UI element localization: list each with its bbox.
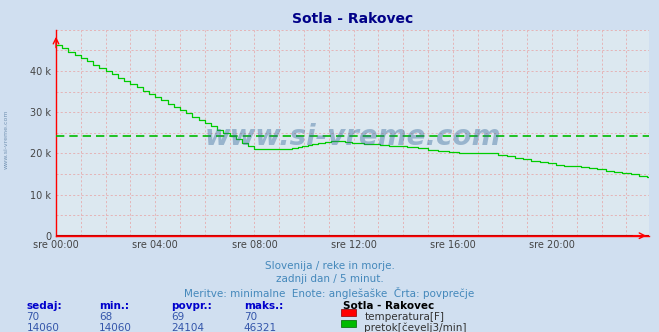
Text: 70: 70 — [244, 312, 257, 322]
Text: 70: 70 — [26, 312, 40, 322]
Text: zadnji dan / 5 minut.: zadnji dan / 5 minut. — [275, 274, 384, 284]
Text: 68: 68 — [99, 312, 112, 322]
Text: Meritve: minimalne  Enote: anglešaške  Črta: povprečje: Meritve: minimalne Enote: anglešaške Črt… — [185, 287, 474, 299]
Text: 14060: 14060 — [99, 323, 132, 332]
Text: www.si-vreme.com: www.si-vreme.com — [204, 123, 501, 151]
Text: maks.:: maks.: — [244, 301, 283, 311]
Text: min.:: min.: — [99, 301, 129, 311]
Text: temperatura[F]: temperatura[F] — [364, 312, 444, 322]
Text: pretok[čevelj3/min]: pretok[čevelj3/min] — [364, 323, 467, 332]
Text: 46321: 46321 — [244, 323, 277, 332]
Text: 14060: 14060 — [26, 323, 59, 332]
Text: www.si-vreme.com: www.si-vreme.com — [3, 110, 9, 169]
Title: Sotla - Rakovec: Sotla - Rakovec — [292, 12, 413, 26]
Text: sedaj:: sedaj: — [26, 301, 62, 311]
Text: 24104: 24104 — [171, 323, 204, 332]
Text: Sotla - Rakovec: Sotla - Rakovec — [343, 301, 434, 311]
Text: povpr.:: povpr.: — [171, 301, 212, 311]
Text: 69: 69 — [171, 312, 185, 322]
Text: Slovenija / reke in morje.: Slovenija / reke in morje. — [264, 261, 395, 271]
